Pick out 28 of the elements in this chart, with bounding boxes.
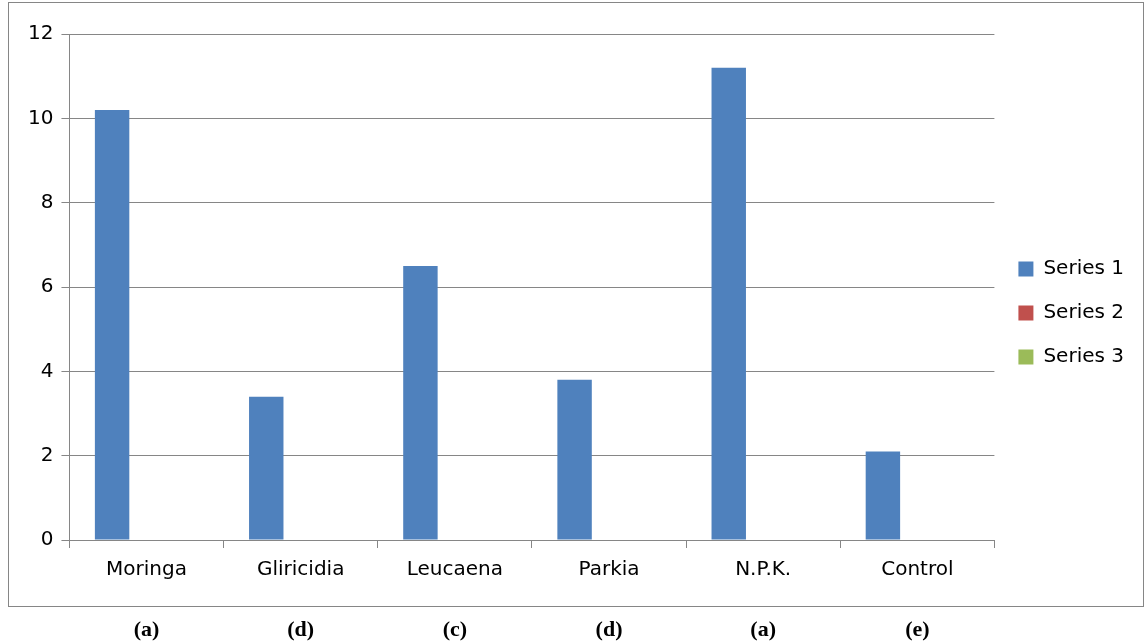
bar — [865, 451, 901, 540]
text: (d) — [287, 615, 315, 641]
text: (c) — [442, 615, 468, 641]
x-tick-label: Gliricidia — [256, 556, 345, 581]
text: (a) — [133, 615, 160, 641]
text: (d) — [595, 615, 623, 641]
y-tick-label: 2 — [40, 441, 54, 466]
x-tick-label: N.P.K. — [735, 556, 792, 581]
text: (e) — [905, 615, 930, 641]
legend-label: Series 2 — [1043, 299, 1125, 324]
x-tick-label: Control — [881, 556, 954, 581]
x-tick-label: Moringa — [106, 556, 187, 581]
y-tick-label: 10 — [28, 104, 54, 129]
y-tick-label: 6 — [40, 273, 54, 298]
bar — [557, 379, 592, 540]
bar — [94, 109, 130, 540]
legend-label: Series 1 — [1043, 255, 1125, 280]
y-tick-label: 8 — [40, 188, 54, 213]
bar — [711, 67, 746, 540]
y-tick-label: 0 — [40, 526, 54, 551]
x-tick-label: Leucaena — [406, 556, 503, 581]
y-tick-label: 12 — [28, 20, 54, 45]
x-tick-label: Parkia — [578, 556, 640, 581]
legend-label: Series 3 — [1043, 343, 1125, 368]
y-tick-label: 4 — [40, 357, 54, 382]
bar — [249, 396, 284, 540]
text: (a) — [750, 615, 776, 641]
bar — [403, 265, 438, 540]
